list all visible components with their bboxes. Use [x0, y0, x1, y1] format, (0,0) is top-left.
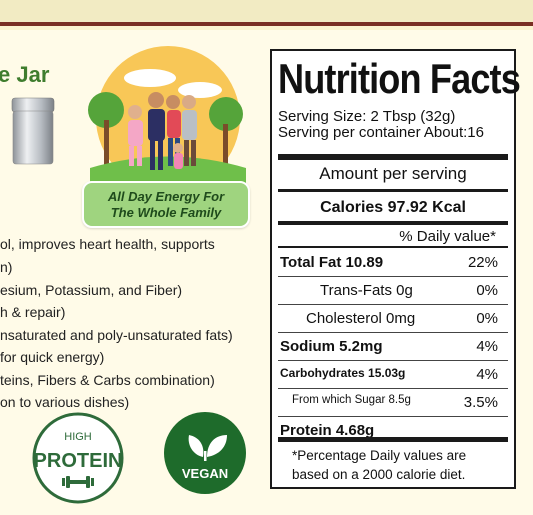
- nutrient-row-sugar: From which Sugar 8.5g 3.5%: [278, 388, 508, 417]
- benefit-item: h & repair): [0, 304, 66, 320]
- benefit-item: ol, improves heart health, supports: [0, 236, 215, 252]
- daily-value-header: % Daily value*: [399, 228, 496, 245]
- nutrient-label: Sodium 5.2mg: [280, 338, 383, 355]
- energy-badge-line2: The Whole Family: [110, 204, 222, 220]
- top-band: [0, 0, 533, 22]
- nutrient-label: Trans-Fats 0g: [320, 282, 413, 299]
- high-protein-badge: HIGH PROTEIN: [32, 412, 124, 504]
- nutrition-facts-panel: Nutrition Facts Serving Size: 2 Tbsp (32…: [270, 49, 521, 489]
- under-stripe: [0, 26, 533, 30]
- nutrient-label: Total Fat 10.89: [280, 254, 384, 271]
- thick-rule: [278, 437, 508, 442]
- energy-badge-line1: All Day Energy For: [107, 188, 225, 204]
- nutrient-value: 0%: [476, 310, 498, 327]
- protein-badge-main: PROTEIN: [34, 450, 123, 472]
- nutrient-value: 4%: [476, 366, 498, 383]
- benefit-item: on to various dishes): [0, 394, 130, 410]
- jar-icon: [11, 97, 55, 165]
- nutrient-row-trans-fats: Trans-Fats 0g 0%: [278, 276, 508, 305]
- vegan-badge: VEGAN: [164, 412, 246, 494]
- energy-badge: All Day Energy For The Whole Family: [82, 181, 250, 228]
- nutrient-label: Carbohydrates 15.03g: [280, 366, 406, 380]
- nutrient-row-total-fat: Total Fat 10.89 22%: [278, 248, 508, 277]
- protein-badge-top: HIGH: [64, 431, 92, 443]
- calories: Calories 97.92 Kcal: [320, 199, 466, 216]
- nutrient-value: 3.5%: [463, 394, 498, 411]
- benefit-item: nsaturated and poly-unsaturated fats): [0, 327, 233, 343]
- leaf-icon: [188, 435, 227, 461]
- nutrition-title: Nutrition Facts: [278, 55, 521, 102]
- rule: [278, 221, 508, 225]
- vegan-badge-label: VEGAN: [182, 466, 228, 481]
- nutrient-row-carbohydrates: Carbohydrates 15.03g 4%: [278, 360, 508, 389]
- serving-size: Serving Size: 2 Tbsp (32g): [278, 108, 456, 125]
- top-stripe: [0, 22, 533, 26]
- footnote: *Percentage Daily values are based on a …: [292, 446, 466, 484]
- nutrient-value: 22%: [467, 254, 498, 271]
- family-illustration: [88, 46, 246, 190]
- benefit-item: esium, Potassium, and Fiber): [0, 282, 183, 298]
- nutrient-value: 4%: [476, 338, 498, 355]
- serving-info: Serving Size: 2 Tbsp (32g) Serving per c…: [278, 109, 484, 141]
- nutrient-row-sodium: Sodium 5.2mg 4%: [278, 332, 508, 361]
- footnote-line: based on a 2000 calorie diet.: [292, 467, 466, 482]
- benefit-item: teins, Fibers & Carbs combination): [0, 372, 215, 388]
- nutrient-row-cholesterol: Cholesterol 0mg 0%: [278, 304, 508, 333]
- nutrient-row-protein: Protein 4.68g: [278, 416, 508, 444]
- benefit-item: for quick energy): [0, 349, 105, 365]
- nutrient-label: Cholesterol 0mg: [306, 310, 416, 327]
- nutrient-label: From which Sugar 8.5g: [292, 394, 411, 406]
- thick-rule: [278, 154, 508, 160]
- dumbbell-icon: [62, 476, 94, 488]
- amount-per-serving: Amount per serving: [319, 164, 467, 183]
- footnote-line: *Percentage Daily values are: [292, 448, 467, 463]
- rule: [278, 246, 508, 248]
- jar-title: e Jar: [0, 62, 50, 87]
- nutrient-value: 0%: [476, 282, 498, 299]
- benefit-item: n): [0, 259, 13, 275]
- servings-per-container: Serving per container About:16: [278, 124, 484, 141]
- rule: [278, 189, 508, 192]
- nutrient-label: Protein 4.68g: [280, 422, 375, 439]
